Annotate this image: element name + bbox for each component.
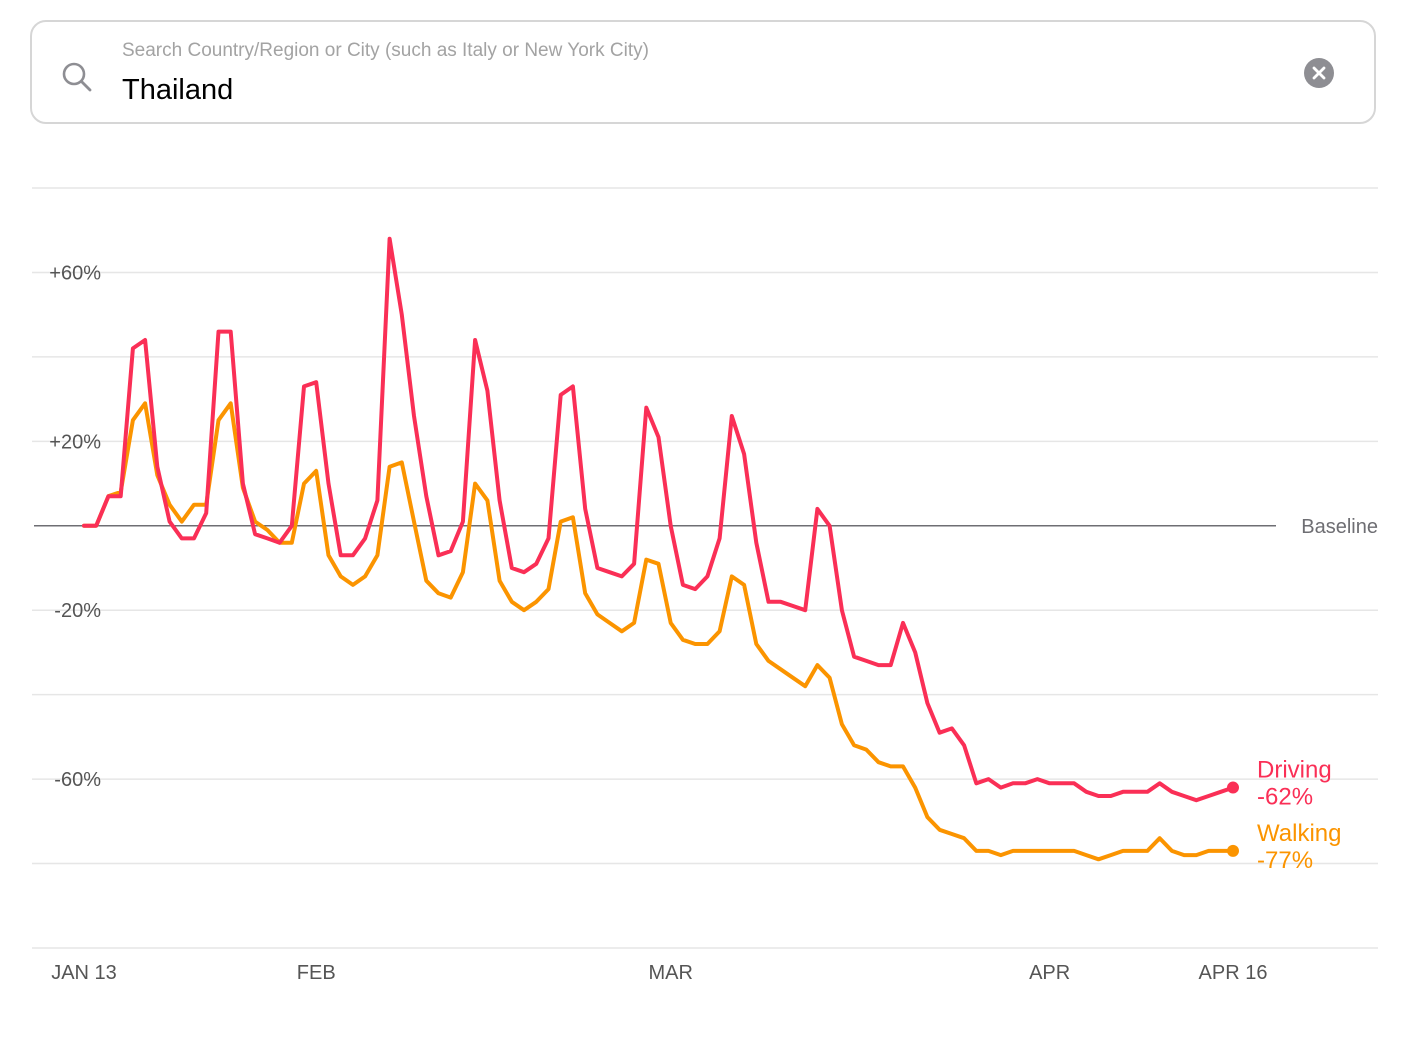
x-tick-label: APR [1029, 962, 1070, 984]
search-input[interactable]: Thailand [122, 74, 234, 106]
x-tick-label: APR 16 [1199, 962, 1268, 984]
walking-legend-name: Walking [1257, 820, 1341, 847]
x-tick-label: JAN 13 [51, 962, 117, 984]
walking-end-point [1227, 844, 1239, 857]
baseline-label: Baseline [1301, 516, 1378, 538]
search-box[interactable]: Search Country/Region or City (such as I… [30, 20, 1376, 124]
y-tick-label: -60% [54, 769, 101, 791]
y-tick-label: +60% [49, 262, 101, 284]
x-tick-label: MAR [648, 962, 692, 984]
walking-legend-value: -77% [1257, 847, 1313, 874]
clear-button[interactable] [1304, 58, 1334, 88]
walking-line [82, 401, 1235, 862]
y-tick-label: +20% [49, 431, 101, 453]
x-tick-label: FEB [297, 962, 336, 984]
driving-legend-name: Driving [1257, 757, 1332, 784]
clear-icon [1312, 66, 1326, 80]
driving-line [82, 236, 1235, 803]
driving-end-point [1227, 781, 1239, 794]
search-icon [60, 60, 94, 94]
search-placeholder: Search Country/Region or City (such as I… [122, 40, 649, 61]
y-tick-label: -20% [54, 600, 101, 622]
driving-legend-value: -62% [1257, 784, 1313, 811]
